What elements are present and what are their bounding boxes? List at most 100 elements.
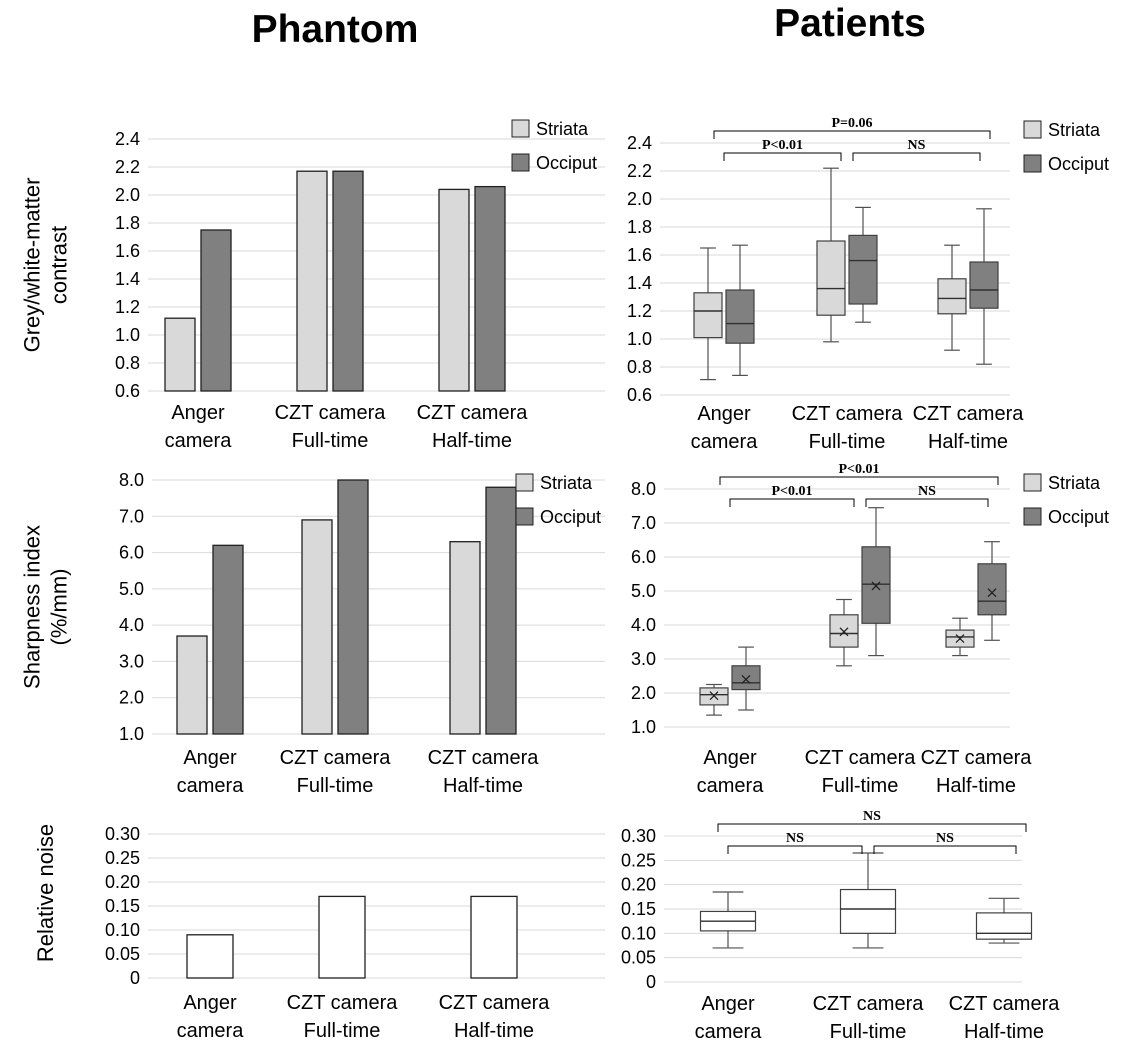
bar-striata-0 [164,317,196,392]
category-label: CZT camera [417,402,529,424]
legend-label: Occiput [540,507,601,527]
y-tick-label: 0.15 [621,899,656,919]
box-occiput-1 [861,507,891,657]
y-axis-title: Grey/white-matter contrast [20,178,72,353]
panel-patients-contrast: 0.6 0.8 1.0 1.2 1.4 1.6 1.8 2.0 2.2 2.4 Anger camer… [627,116,1109,453]
y-tick-label: 1.0 [115,325,140,345]
legend-label: Occiput [1048,154,1109,174]
panels: 0.6 0.8 1.0 1.2 1.4 1.6 1.8 2.0 2.2 2.4 Grey/white… [20,116,1110,1043]
y-tick-label: 0.20 [105,872,140,892]
panel-phantom-noise: 0 0.05 0.10 0.15 0.20 0.25 0.30 Relative noise A… [33,824,605,1042]
significance-label: NS [863,809,881,824]
box-striata-2 [945,617,975,657]
box-iqr [731,665,761,691]
box-iqr [693,292,723,339]
y-axis-label: Relative noise [33,824,58,962]
category-label: Anger [183,747,237,769]
legend-label: Striata [540,473,593,493]
y-tick-label: 6.0 [631,547,656,567]
y-tick-label: 0.20 [621,875,656,895]
category-label: camera [691,431,759,453]
significance-bracket: P<0.01 [723,138,842,161]
category-label: CZT camera [792,403,904,425]
y-tick-label: 1.4 [115,269,140,289]
category-label: CZT camera [913,403,1025,425]
bar-striata-1 [296,170,328,392]
y-axis-label: Sharpness index [20,525,45,689]
legend-label: Occiput [1048,507,1109,527]
significance-label: NS [908,138,926,153]
box-iqr [816,240,846,316]
category-label: CZT camera [949,993,1061,1015]
panel-patients-sharpness: 1.0 2.0 3.0 4.0 5.0 6.0 7.0 8.0 Anger camera CZT c… [631,462,1109,797]
category-label: Half-time [936,775,1016,797]
legend-swatch-striata [1023,473,1042,492]
box-iqr [848,234,878,305]
category-label: camera [165,430,233,452]
category-label: CZT camera [921,747,1033,769]
y-tick-label: 1.2 [115,297,140,317]
y-tick-label: 2.2 [627,161,652,181]
category-label: Full-time [822,775,899,797]
y-tick-label: 0.30 [105,824,140,844]
significance-label: P=0.06 [831,116,872,131]
y-axis-label: contrast [47,226,72,304]
box-mean-marker [987,588,997,598]
y-tick-label: 0.30 [621,826,656,846]
significance-bracket: NS [727,831,863,854]
bar-occiput-2 [474,185,506,392]
y-tick-label: 0.05 [621,948,656,968]
y-axis-label: (%/mm) [47,569,72,646]
bar-striata-1 [301,519,333,735]
category-label: camera [695,1021,763,1043]
y-tick-label: 0.15 [105,896,140,916]
y-tick-label: 0.10 [621,923,656,943]
category-label: Half-time [454,1020,534,1042]
box-noise-1 [839,852,897,949]
category-label: Full-time [809,431,886,453]
panel-patients-noise: 0 0.05 0.10 0.15 0.20 0.25 0.30 Anger camera CZT … [621,809,1060,1043]
bracket-line [852,152,981,161]
box-occiput-0 [725,244,755,376]
category-label: CZT camera [280,747,392,769]
box-mean-marker [839,627,849,637]
category-label: camera [177,775,245,797]
y-tick-label: 2.0 [119,688,144,708]
category-label: Anger [171,402,225,424]
y-tick-label: 0.05 [105,944,140,964]
box-iqr [829,614,859,648]
legend-swatch-occiput [1023,507,1042,526]
legend-label: Striata [1048,120,1101,140]
significance-bracket: NS [852,138,981,161]
category-label: CZT camera [805,747,917,769]
y-tick-label: 8.0 [119,470,144,490]
y-tick-label: 0.6 [627,385,652,405]
category-label: Anger [183,992,237,1014]
significance-label: P<0.01 [762,138,803,153]
box-mean-marker [741,674,751,684]
y-tick-label: 1.8 [627,217,652,237]
category-label: Anger [703,747,757,769]
y-tick-label: 2.2 [115,157,140,177]
panel-phantom-sharpness: 1.0 2.0 3.0 4.0 5.0 6.0 7.0 8.0 Sharpness index(… [20,470,605,797]
bracket-line [719,476,999,485]
significance-label: NS [936,831,954,846]
bracket-line [717,823,1027,832]
box-striata-1 [816,167,846,343]
y-tick-label: 7.0 [119,506,144,526]
category-label: Full-time [830,1021,907,1043]
y-tick-label: 3.0 [119,651,144,671]
legend-label: Occiput [536,153,597,173]
box-iqr [977,563,1007,616]
bracket-line [873,845,1017,854]
y-tick-label: 4.0 [119,615,144,635]
y-tick-label: 0 [130,968,140,988]
significance-bracket: P<0.01 [719,462,999,485]
y-tick-label: 0.8 [627,357,652,377]
y-tick-label: 0.10 [105,920,140,940]
box-iqr [937,278,967,315]
y-tick-label: 1.4 [627,273,652,293]
category-label: Half-time [443,775,523,797]
box-noise-0 [699,891,757,949]
